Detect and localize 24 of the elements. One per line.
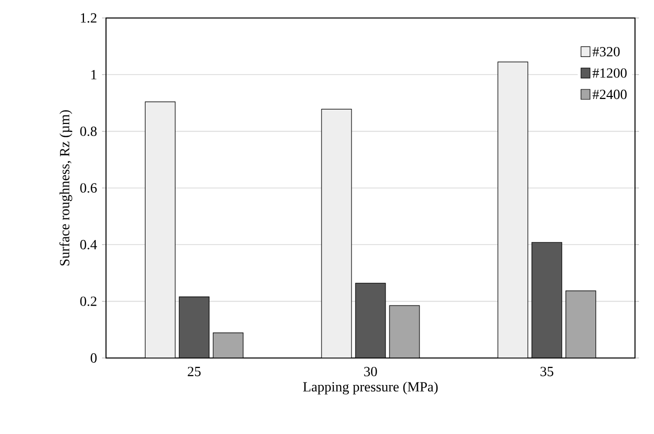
- legend-label: #1200: [592, 68, 627, 78]
- y-axis-title: Surface roughness, Rz (µm): [59, 110, 72, 266]
- y-tick-label: 1: [91, 70, 96, 80]
- bar: [566, 290, 596, 358]
- bar: [498, 62, 528, 358]
- y-tick-label: 0.6: [80, 183, 97, 193]
- x-tick-label: 35: [540, 366, 554, 376]
- legend-label: #320: [592, 46, 620, 56]
- y-tick-label: 0.8: [80, 126, 97, 136]
- bar: [144, 102, 176, 358]
- y-tick-label: 0.2: [80, 296, 96, 306]
- x-axis-title: Lapping pressure (MPa): [303, 382, 438, 394]
- y-tick-label: 0: [90, 353, 97, 363]
- bar: [389, 305, 420, 358]
- x-tick-label: 30: [364, 366, 377, 376]
- y-tick-label: 1.2: [80, 13, 96, 23]
- y-tick-label: 0.4: [80, 240, 97, 250]
- bar: [178, 296, 210, 358]
- x-tick-label: 25: [188, 366, 201, 376]
- bar: [321, 108, 352, 358]
- legend-label: #2400: [592, 90, 627, 100]
- bar: [212, 332, 244, 358]
- bar: [355, 282, 386, 358]
- bar: [532, 242, 562, 358]
